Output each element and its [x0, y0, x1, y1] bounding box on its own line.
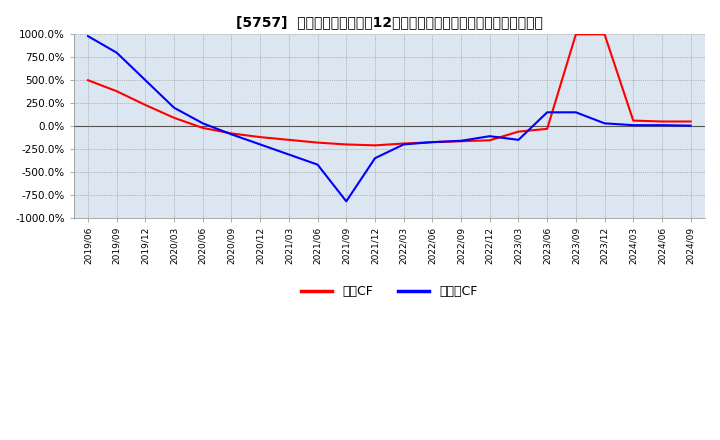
Title: [5757]  キャッシュフローの12か月移動合計の対前年同期増減率の推移: [5757] キャッシュフローの12か月移動合計の対前年同期増減率の推移 — [236, 15, 543, 29]
Legend: 営業CF, フリーCF: 営業CF, フリーCF — [296, 280, 482, 303]
